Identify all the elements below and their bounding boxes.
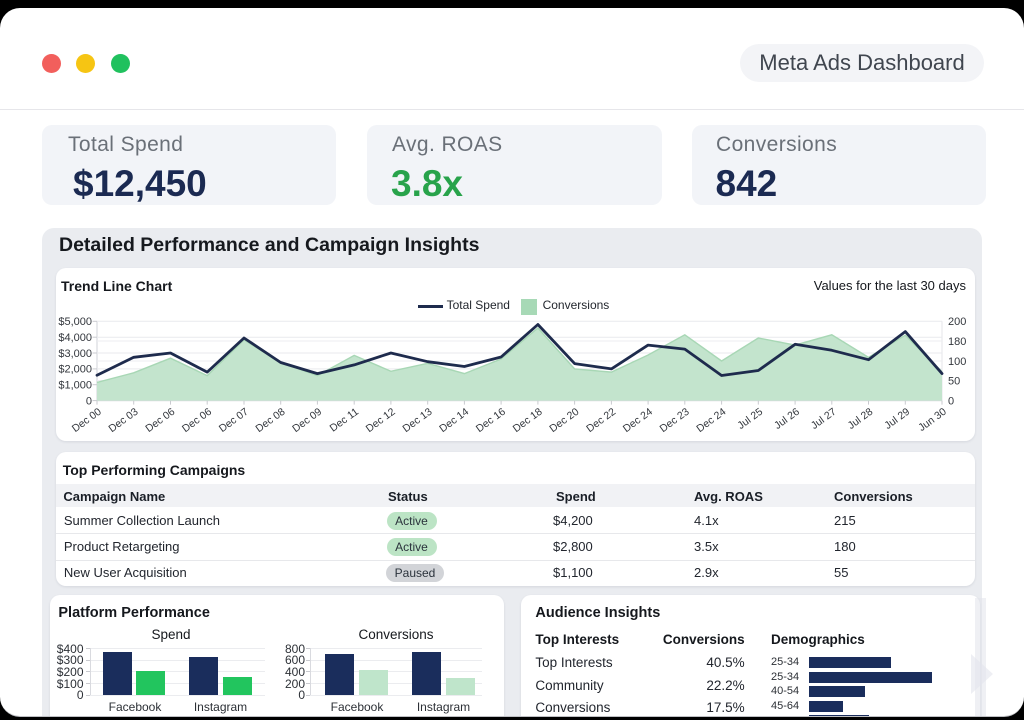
svg-text:Dec 13: Dec 13: [400, 406, 434, 435]
svg-text:Dec 12: Dec 12: [364, 406, 398, 435]
svg-text:Dec 23: Dec 23: [658, 406, 692, 435]
svg-text:Dec 18: Dec 18: [511, 406, 545, 435]
svg-text:Dec 03: Dec 03: [106, 406, 140, 435]
svg-text:Jul 26: Jul 26: [772, 406, 802, 432]
svg-text:Jul 29: Jul 29: [882, 406, 912, 432]
svg-text:Dec 24: Dec 24: [694, 406, 728, 435]
svg-text:Dec 07: Dec 07: [217, 406, 251, 435]
svg-text:Jun 30: Jun 30: [916, 406, 949, 434]
svg-text:0: 0: [948, 395, 954, 407]
svg-text:50: 50: [948, 375, 960, 387]
svg-text:Jul 27: Jul 27: [809, 406, 839, 432]
svg-text:Dec 22: Dec 22: [584, 406, 618, 435]
svg-text:$4,000: $4,000: [58, 332, 92, 344]
svg-text:Dec 08: Dec 08: [253, 406, 287, 435]
svg-text:Dec 24: Dec 24: [621, 406, 655, 435]
svg-text:Dec 00: Dec 00: [70, 406, 104, 435]
svg-text:$2,000: $2,000: [58, 364, 92, 376]
svg-text:Jul 28: Jul 28: [846, 406, 876, 432]
svg-text:Dec 16: Dec 16: [474, 406, 508, 435]
svg-text:Dec 11: Dec 11: [328, 406, 361, 435]
svg-text:Jul 25: Jul 25: [735, 406, 765, 432]
svg-text:$1,000: $1,000: [58, 380, 92, 392]
svg-text:Dec 14: Dec 14: [437, 406, 471, 435]
svg-text:200: 200: [948, 316, 966, 328]
svg-text:$3,000: $3,000: [58, 348, 92, 360]
svg-text:Dec 09: Dec 09: [290, 406, 324, 435]
svg-text:Dec 06: Dec 06: [180, 406, 214, 435]
svg-text:Dec 20: Dec 20: [547, 406, 581, 435]
svg-text:$5,000: $5,000: [58, 316, 92, 328]
svg-text:Dec 06: Dec 06: [143, 406, 177, 435]
svg-text:0: 0: [86, 395, 92, 407]
svg-text:180: 180: [948, 336, 966, 348]
svg-text:100: 100: [948, 356, 966, 368]
